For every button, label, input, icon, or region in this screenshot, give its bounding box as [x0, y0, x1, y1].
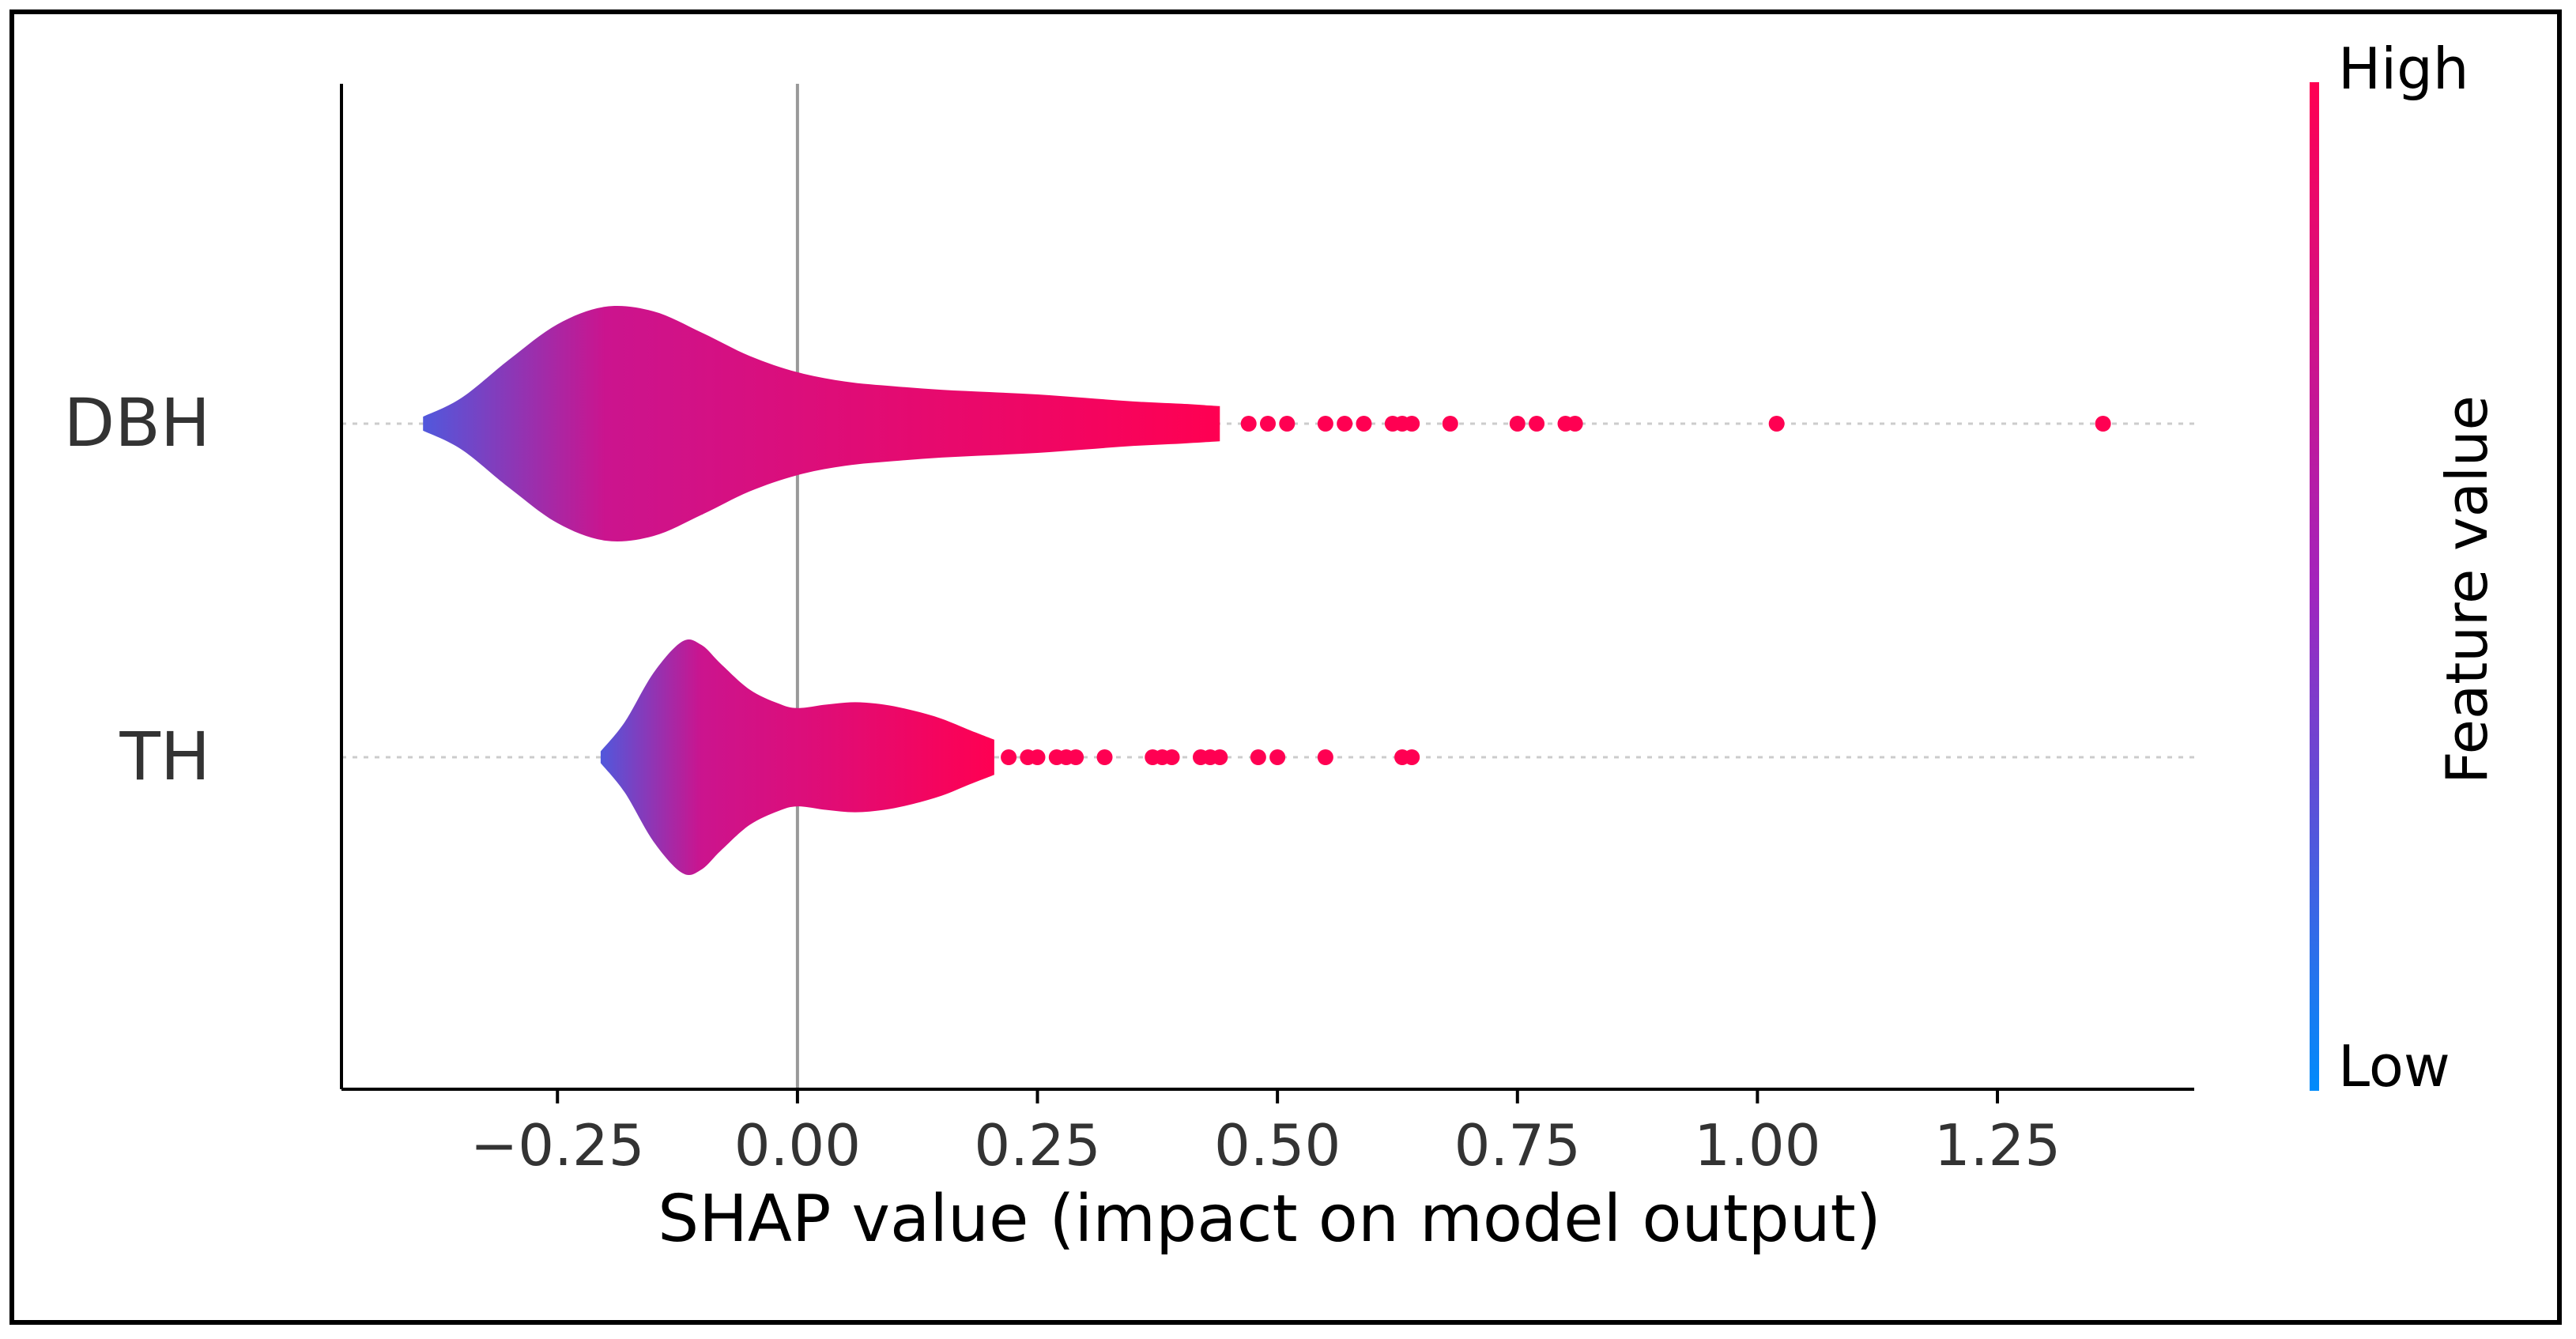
violin-th [600, 639, 994, 876]
outlier-point-th [1029, 749, 1046, 765]
x-ticks: −0.25 0.00 0.25 0.50 0.75 1.00 1.25 [470, 1089, 2061, 1179]
outlier-point-th [1404, 749, 1420, 765]
outlier-point-dbh [1260, 416, 1276, 432]
colorbar [2310, 82, 2319, 1091]
y-labels: DBH TH [64, 384, 210, 795]
outlier-point-th [1250, 749, 1266, 765]
outlier-point-th [1096, 749, 1113, 765]
colorbar-title: Feature value [2434, 395, 2500, 784]
violins-layer [423, 306, 2111, 876]
x-tick-label: −0.25 [470, 1112, 645, 1179]
figure-frame: −0.25 0.00 0.25 0.50 0.75 1.00 1.25 DBH TH SHAP… [9, 9, 2562, 1325]
x-tick-label: 1.00 [1694, 1112, 1820, 1179]
outlier-point-th [1317, 749, 1333, 765]
outlier-point-dbh [1279, 416, 1296, 432]
outlier-point-th [1212, 749, 1228, 765]
outlier-point-dbh [1317, 416, 1333, 432]
x-tick-label: 0.75 [1454, 1112, 1581, 1179]
outlier-point-th [1068, 749, 1084, 765]
x-tick-label: 1.25 [1934, 1112, 2061, 1179]
outlier-point-th [1001, 749, 1017, 765]
outlier-point-dbh [1356, 416, 1372, 432]
outlier-point-dbh [1768, 416, 1785, 432]
shap-violin-chart: −0.25 0.00 0.25 0.50 0.75 1.00 1.25 DBH TH SHAP… [64, 36, 2500, 1257]
colorbar-high-label: High [2338, 36, 2469, 102]
x-tick-label: 0.00 [734, 1112, 861, 1179]
outlier-point-th [1269, 749, 1286, 765]
colorbar-low-label: Low [2338, 1033, 2450, 1099]
outlier-point-dbh [1240, 416, 1257, 432]
outlier-point-dbh [1529, 416, 1545, 432]
feature-label-th: TH [119, 718, 210, 795]
outlier-point-dbh [1567, 416, 1583, 432]
x-axis-label: SHAP value (impact on model output) [658, 1182, 1881, 1257]
violin-dbh [423, 306, 1220, 541]
x-tick-label: 0.50 [1214, 1112, 1341, 1179]
outlier-point-dbh [1337, 416, 1353, 432]
outlier-point-dbh [1509, 416, 1526, 432]
outlier-point-th [1164, 749, 1180, 765]
outlier-point-dbh [1442, 416, 1458, 432]
outlier-point-dbh [2095, 416, 2111, 432]
x-tick-label: 0.25 [974, 1112, 1100, 1179]
feature-label-dbh: DBH [64, 384, 210, 462]
outlier-point-dbh [1404, 416, 1420, 432]
